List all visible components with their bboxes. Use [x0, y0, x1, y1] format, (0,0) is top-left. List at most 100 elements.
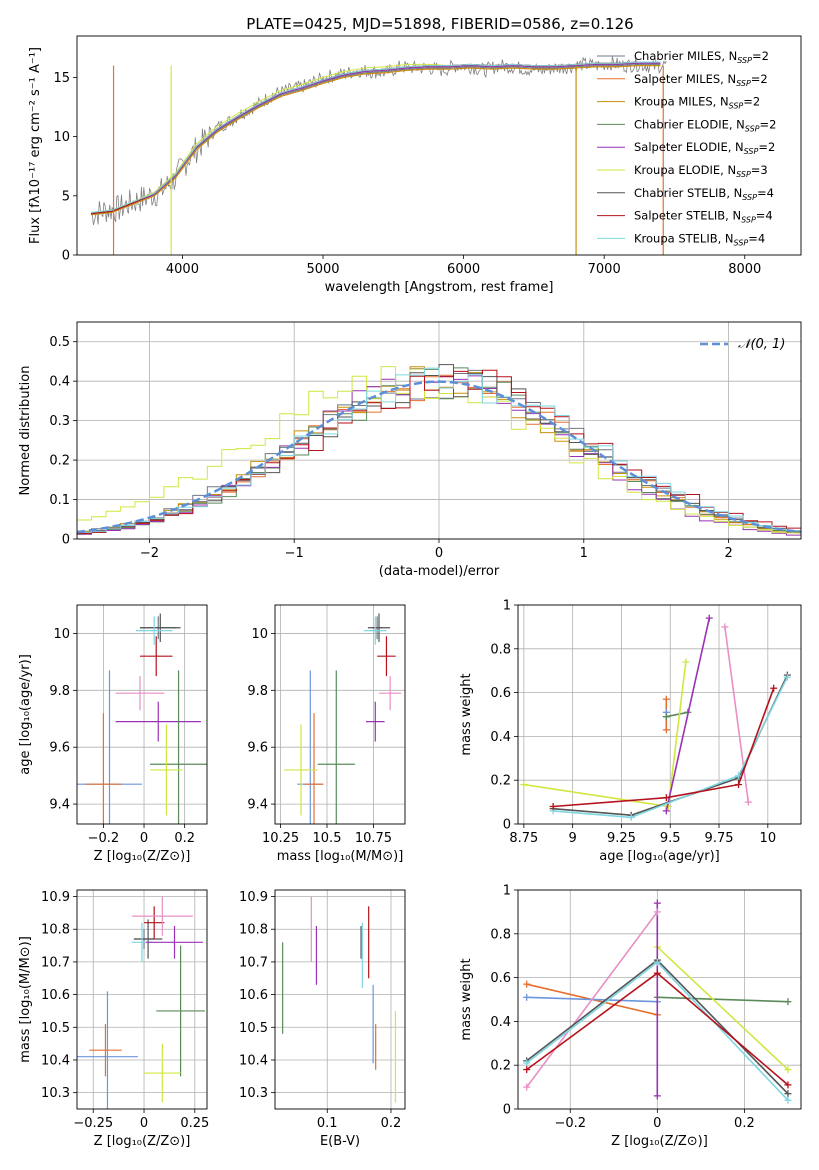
x-tick-label: 0	[140, 1116, 148, 1131]
x-tick-label: 0	[140, 831, 148, 846]
axes-frame	[274, 889, 406, 1110]
y-tick-label: 10	[53, 130, 70, 145]
x-tick-label: 0.25	[180, 1116, 209, 1131]
x-axis-label: Z [log₁₀(Z/Z⊙)]	[611, 1134, 708, 1149]
mass-weight-line	[523, 661, 687, 808]
y-tick-label: 0	[62, 249, 70, 264]
x-tick-label: 10	[760, 831, 777, 846]
x-tick-label: −1	[285, 546, 304, 561]
model-spectrum-line	[91, 61, 661, 215]
y-tick-label: 9.6	[247, 741, 268, 756]
y-axis-label: age [log₁₀(age/yr)]	[18, 654, 33, 775]
mass-weight-line	[724, 626, 750, 803]
axes-frame	[517, 889, 802, 1110]
x-tick-label: 2	[724, 546, 732, 561]
x-tick-label: 10.5	[313, 831, 342, 846]
mass-weight-line	[665, 617, 711, 812]
age-vs-Z-plot-area	[77, 613, 207, 824]
gaussian-reference-line	[77, 380, 801, 534]
x-tick-label: 0.1	[317, 1116, 338, 1131]
y-tick-label: 9.6	[49, 741, 70, 756]
observed-spectrum-line	[90, 56, 667, 226]
model-spectrum-line	[91, 61, 661, 215]
y-tick-label: 9.8	[247, 684, 268, 699]
y-tick-label: 0.5	[49, 335, 70, 350]
legend-entry: Salpeter STELIB, NSSP=4	[634, 209, 773, 225]
axes-frame	[274, 604, 406, 825]
y-tick-label: 0.3	[49, 414, 70, 429]
y-tick-label: 10.9	[239, 890, 268, 905]
y-tick-label: 10.3	[239, 1086, 268, 1101]
y-tick-label: 10.6	[239, 988, 268, 1003]
y-tick-label: 10.4	[239, 1053, 268, 1068]
x-axis-label: Z [log₁₀(Z/Z⊙)]	[94, 849, 191, 864]
legend-entry: Kroupa MILES, NSSP=2	[634, 95, 760, 111]
y-tick-label: 5	[62, 189, 70, 204]
y-axis-label: mass weight	[459, 958, 474, 1040]
y-tick-label: 0.8	[490, 927, 511, 942]
model-spectrum-line	[91, 65, 661, 216]
y-tick-label: 10.5	[41, 1021, 70, 1036]
mass-weight-line	[657, 996, 788, 1003]
y-tick-label: 10.6	[41, 988, 70, 1003]
y-tick-label: 10.5	[239, 1021, 268, 1036]
age-vs-mass-panel: 10.25 10.5 10.75 9.4 9.6 9.8 10 mass [log₁₀(M/M…	[247, 604, 406, 864]
model-spectrum-line	[91, 62, 661, 215]
residuals-plot-area	[77, 364, 801, 536]
axes-frame	[517, 604, 802, 825]
y-tick-label: 10	[251, 627, 268, 642]
legend-entry: Salpeter ELODIE, NSSP=2	[634, 140, 775, 156]
y-tick-label: 0.1	[49, 493, 70, 508]
y-tick-label: 0.2	[490, 1059, 511, 1074]
x-tick-label: 10.25	[262, 831, 299, 846]
mass-weight-line	[526, 911, 658, 1088]
legend-entry: Chabrier ELODIE, NSSP=2	[634, 117, 776, 133]
x-axis-label: Z [log₁₀(Z/Z⊙)]	[94, 1134, 191, 1149]
x-tick-label: 0.2	[381, 1116, 402, 1131]
y-tick-label: 1	[503, 884, 511, 899]
y-tick-label: 0.4	[490, 730, 511, 745]
x-tick-label: 6000	[447, 262, 480, 277]
x-tick-label: 9	[569, 831, 577, 846]
legend-entry: Chabrier MILES, NSSP=2	[634, 49, 769, 65]
x-axis-label: mass [log₁₀(M/M⊙)]	[277, 849, 404, 864]
x-tick-label: 9.75	[705, 831, 734, 846]
y-tick-label: 10.3	[41, 1086, 70, 1101]
y-tick-label: 15	[53, 71, 70, 86]
y-tick-label: 0.4	[490, 1015, 511, 1030]
y-tick-label: 0.4	[49, 375, 70, 390]
residual-histogram	[77, 366, 801, 534]
y-axis-label: Flux [fλ10⁻¹⁷ erg cm⁻² s⁻¹ A⁻¹]	[28, 47, 43, 244]
y-tick-label: 10.7	[41, 955, 70, 970]
x-tick-label: −0.2	[88, 831, 120, 846]
y-tick-label: 0.6	[490, 971, 511, 986]
y-axis-label: mass weight	[459, 673, 474, 755]
x-tick-label: 9.25	[607, 831, 636, 846]
x-tick-label: 10.75	[355, 831, 392, 846]
y-axis-label: mass [log₁₀(M/M⊙)]	[18, 936, 33, 1063]
legend-entry: Kroupa ELODIE, NSSP=3	[634, 163, 768, 179]
y-tick-label: 0	[503, 818, 511, 833]
y-axis-label: Normed distribution	[18, 366, 33, 496]
residuals-panel: −2 −1 0 1 2 0 0.1 0.2 0.3 0.4 0.5 (data-model)/erro…	[18, 321, 802, 579]
x-tick-label: 0	[653, 1116, 661, 1131]
age-vs-Z-panel: −0.2 0 0.2 9.4 9.6 9.8 10 Z [log₁₀(Z/Z⊙)] age [l…	[18, 604, 208, 864]
axes-frame	[76, 604, 208, 825]
x-tick-label: 4000	[166, 262, 199, 277]
x-tick-label: 0.2	[734, 1116, 755, 1131]
mass-weight-vs-Z-plot-area	[523, 899, 792, 1104]
x-tick-label: 8000	[728, 262, 761, 277]
x-tick-label: 0.2	[174, 831, 195, 846]
axes-frame	[76, 35, 802, 256]
model-spectrum-line	[91, 63, 661, 216]
mass-weight-vs-Z-panel: −0.2 0 0.2 0 0.2 0.4 0.6 0.8 1 Z [log₁₀(Z/Z⊙)] mas…	[459, 884, 802, 1149]
y-tick-label: 0.2	[490, 774, 511, 789]
mass-weight-line	[656, 946, 789, 1071]
mass-weight-vs-age-panel: 8.75 9 9.25 9.5 9.75 10 0 0.2 0.4 0.6 0.8 1 age [log…	[459, 599, 802, 864]
y-tick-label: 9.8	[49, 684, 70, 699]
y-tick-label: 9.4	[49, 798, 70, 813]
y-tick-label: 0.2	[49, 454, 70, 469]
axes-frame	[76, 321, 802, 540]
y-tick-label: 10.8	[41, 923, 70, 938]
